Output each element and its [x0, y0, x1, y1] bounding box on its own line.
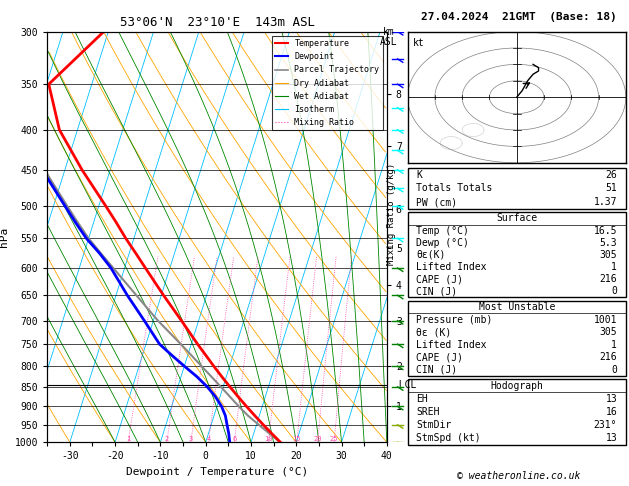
- Text: 1: 1: [611, 262, 617, 272]
- Text: Totals Totals: Totals Totals: [416, 183, 493, 193]
- Text: 5.3: 5.3: [599, 238, 617, 248]
- Text: 1: 1: [126, 436, 130, 442]
- Text: 13: 13: [605, 394, 617, 404]
- Y-axis label: hPa: hPa: [0, 227, 9, 247]
- Text: kt: kt: [413, 38, 425, 48]
- Text: 1001: 1001: [594, 314, 617, 325]
- Text: 231°: 231°: [594, 420, 617, 430]
- Text: 3: 3: [189, 436, 193, 442]
- Text: 51: 51: [605, 183, 617, 193]
- Text: 6: 6: [232, 436, 237, 442]
- Text: CIN (J): CIN (J): [416, 286, 457, 296]
- Title: 53°06'N  23°10'E  143m ASL: 53°06'N 23°10'E 143m ASL: [120, 16, 314, 29]
- Text: K: K: [416, 170, 422, 179]
- Text: Pressure (mb): Pressure (mb): [416, 314, 493, 325]
- Text: 1.37: 1.37: [594, 197, 617, 207]
- Text: 10: 10: [264, 436, 273, 442]
- X-axis label: Dewpoint / Temperature (°C): Dewpoint / Temperature (°C): [126, 467, 308, 477]
- Text: StmSpd (kt): StmSpd (kt): [416, 433, 481, 443]
- Text: 16: 16: [605, 407, 617, 417]
- Text: PW (cm): PW (cm): [416, 197, 457, 207]
- Text: 25: 25: [330, 436, 338, 442]
- Text: © weatheronline.co.uk: © weatheronline.co.uk: [457, 471, 581, 481]
- Text: CIN (J): CIN (J): [416, 365, 457, 375]
- Text: Lifted Index: Lifted Index: [416, 340, 487, 350]
- Text: km
ASL: km ASL: [380, 27, 398, 47]
- Text: Hodograph: Hodograph: [490, 381, 543, 391]
- Text: LCL: LCL: [387, 380, 416, 390]
- Text: EH: EH: [416, 394, 428, 404]
- Text: 4: 4: [206, 436, 211, 442]
- Text: Temp (°C): Temp (°C): [416, 226, 469, 236]
- Text: θε (K): θε (K): [416, 327, 452, 337]
- Text: 216: 216: [599, 274, 617, 284]
- Text: SREH: SREH: [416, 407, 440, 417]
- Text: 305: 305: [599, 250, 617, 260]
- Text: 0: 0: [611, 365, 617, 375]
- Text: 27.04.2024  21GMT  (Base: 18): 27.04.2024 21GMT (Base: 18): [421, 12, 617, 22]
- Text: θε(K): θε(K): [416, 250, 446, 260]
- Text: 2: 2: [165, 436, 169, 442]
- Text: Surface: Surface: [496, 213, 537, 224]
- Text: Dewp (°C): Dewp (°C): [416, 238, 469, 248]
- Text: 305: 305: [599, 327, 617, 337]
- Text: 13: 13: [605, 433, 617, 443]
- Text: Most Unstable: Most Unstable: [479, 302, 555, 312]
- Text: 16.5: 16.5: [594, 226, 617, 236]
- Text: 0: 0: [611, 286, 617, 296]
- Text: StmDir: StmDir: [416, 420, 452, 430]
- Text: Mixing Ratio (g/kg): Mixing Ratio (g/kg): [387, 163, 396, 265]
- Text: CAPE (J): CAPE (J): [416, 274, 464, 284]
- Text: 26: 26: [605, 170, 617, 179]
- Legend: Temperature, Dewpoint, Parcel Trajectory, Dry Adiabat, Wet Adiabat, Isotherm, Mi: Temperature, Dewpoint, Parcel Trajectory…: [272, 36, 382, 130]
- Text: 15: 15: [292, 436, 301, 442]
- Text: CAPE (J): CAPE (J): [416, 352, 464, 363]
- Text: Lifted Index: Lifted Index: [416, 262, 487, 272]
- Text: 1: 1: [611, 340, 617, 350]
- Text: 216: 216: [599, 352, 617, 363]
- Text: 20: 20: [313, 436, 322, 442]
